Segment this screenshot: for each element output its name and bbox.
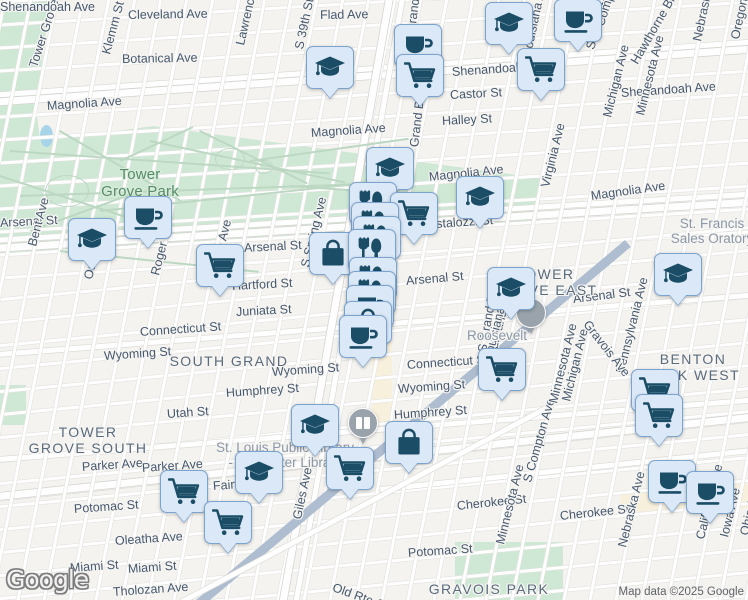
marker-tail	[502, 308, 520, 319]
map-marker-grocery[interactable]	[635, 394, 683, 447]
marker-tail	[650, 435, 668, 446]
marker-tail	[83, 259, 101, 270]
marker-tail	[493, 389, 511, 400]
marker-tail	[500, 43, 518, 54]
marker-tail	[669, 294, 687, 305]
map-marker-shopping[interactable]	[309, 232, 357, 285]
marker-tail	[532, 89, 550, 100]
map-marker-grocery[interactable]	[478, 348, 526, 401]
marker-tail	[411, 95, 429, 106]
map-marker-school[interactable]	[235, 451, 283, 504]
marker-tail	[250, 492, 268, 503]
marker-tail	[324, 273, 342, 284]
park-circle	[215, 148, 245, 171]
map-marker-grocery[interactable]	[196, 244, 244, 297]
marker-tail	[405, 233, 423, 244]
map-marker-school[interactable]	[68, 218, 116, 271]
map-marker-school[interactable]	[485, 2, 533, 55]
map-marker-cafe[interactable]	[124, 196, 172, 249]
map-marker-grocery[interactable]	[396, 54, 444, 107]
road-segment	[0, 0, 748, 52]
marker-tail	[211, 285, 229, 296]
park-circle	[45, 175, 89, 208]
poi-dot-library[interactable]	[348, 408, 378, 446]
marker-body	[485, 2, 533, 45]
map-marker-school[interactable]	[456, 176, 504, 229]
map-marker-grocery[interactable]	[204, 501, 252, 554]
map-marker-cafe[interactable]	[339, 315, 387, 368]
map-marker-school[interactable]	[487, 267, 535, 320]
map-marker-grocery[interactable]	[160, 470, 208, 523]
poi-circle	[348, 408, 378, 438]
marker-tail	[306, 445, 324, 456]
street-label: Potomac St	[73, 497, 139, 516]
park-circle	[255, 160, 273, 174]
poi-tail	[358, 435, 368, 444]
marker-tail	[663, 501, 681, 512]
marker-tail	[321, 87, 339, 98]
map-marker-grocery[interactable]	[326, 447, 374, 500]
map-marker-school[interactable]	[291, 404, 339, 457]
marker-tail	[569, 40, 587, 51]
marker-tail	[400, 462, 418, 473]
map-marker-school[interactable]	[306, 46, 354, 99]
marker-tail	[175, 511, 193, 522]
marker-tail	[219, 542, 237, 553]
map-marker-shopping[interactable]	[385, 421, 433, 474]
marker-tail	[701, 512, 719, 523]
marker-tail	[139, 237, 157, 248]
map-marker-school[interactable]	[654, 253, 702, 306]
marker-tail	[354, 356, 372, 367]
marker-tail	[471, 217, 489, 228]
poi-tail	[526, 325, 536, 334]
map-marker-cafe[interactable]	[554, 0, 602, 52]
map-attribution: Map data ©2025 Google	[618, 586, 744, 598]
marker-tail	[341, 488, 359, 499]
map-marker-grocery[interactable]	[517, 48, 565, 101]
google-logo: Google	[6, 565, 89, 594]
street-label: Flad Ave	[319, 7, 369, 22]
map-marker-cafe[interactable]	[686, 471, 734, 524]
